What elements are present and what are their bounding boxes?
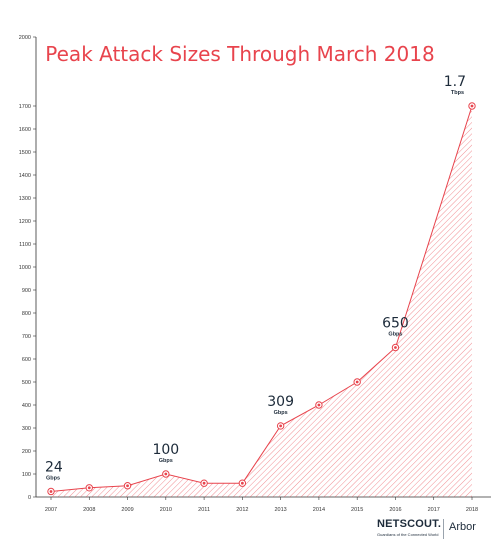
y-tick-label: 1100 — [19, 242, 31, 248]
y-tick-label: 500 — [22, 380, 31, 386]
chart-title: Peak Attack Sizes Through March 2018 — [45, 42, 434, 66]
data-point-center — [164, 472, 168, 476]
y-tick-label: 800 — [22, 311, 31, 317]
y-tick-label: 300 — [22, 426, 31, 432]
y-tick-label: 1500 — [19, 150, 31, 156]
callout-unit: Gbps — [159, 458, 173, 464]
x-tick-label: 2018 — [466, 507, 478, 513]
y-tick-label: 1700 — [19, 104, 31, 110]
y-tick-label: 400 — [22, 403, 31, 409]
y-tick-label: 600 — [22, 357, 31, 363]
data-point-center — [240, 481, 244, 485]
data-point-center — [279, 424, 283, 428]
data-point-center — [317, 403, 321, 407]
y-tick-label: 700 — [22, 334, 31, 340]
y-tick-label: 1000 — [19, 265, 31, 271]
logo-tagline: Guardians of the Connected World — [377, 532, 439, 537]
logo-divider — [443, 519, 444, 539]
x-tick-label: 2010 — [160, 507, 172, 513]
x-tick-label: 2007 — [45, 507, 57, 513]
logo-brand: NETSCOUT. — [377, 518, 442, 530]
y-tick-label: 1300 — [19, 196, 31, 202]
x-tick-label: 2009 — [121, 507, 133, 513]
y-tick-label: 900 — [22, 288, 31, 294]
x-axis: 2007 2008 2009 2010 2011 2012 2013 2014 2015 2016… — [36, 496, 491, 513]
callout-unit: Gbps — [388, 332, 402, 338]
data-point-center — [87, 486, 91, 490]
data-point-center — [126, 484, 129, 488]
callout-unit: Tbps — [451, 90, 464, 96]
callout-value: 24 — [45, 459, 63, 475]
callout-unit: Gbps — [274, 410, 288, 416]
x-tick-label: 2014 — [313, 507, 325, 513]
callout-unit: Gbps — [46, 475, 60, 481]
x-tick-label: 2013 — [275, 507, 287, 513]
x-tick-label: 2008 — [83, 507, 95, 513]
data-point-center — [394, 346, 397, 349]
y-tick-label: 100 — [22, 472, 31, 478]
y-axis: 0 100 200 300 400 500 600 700 800 900 1000 1100 1200… — [19, 35, 37, 501]
y-tick-label: 200 — [22, 449, 31, 455]
y-tick-label: 1600 — [19, 127, 31, 133]
y-tick-label: 0 — [28, 495, 31, 501]
data-point-center — [470, 104, 474, 108]
callout-value: 100 — [152, 442, 179, 458]
x-tick-label: 2012 — [236, 507, 248, 513]
y-tick-label: 2000 — [19, 35, 31, 41]
x-tick-label: 2015 — [351, 507, 363, 513]
logo-product: Arbor — [449, 521, 476, 533]
y-tick-label: 1200 — [19, 219, 31, 225]
netscout-arbor-logo: NETSCOUT. Guardians of the Connected Wor… — [377, 518, 487, 544]
x-tick-label: 2017 — [428, 507, 440, 513]
data-points — [47, 102, 476, 496]
callout-value: 650 — [382, 316, 409, 332]
x-tick-label: 2016 — [389, 507, 401, 513]
data-point-center — [202, 481, 206, 485]
data-point-center — [355, 380, 359, 384]
area-fill — [51, 106, 472, 497]
callout-value: 309 — [267, 394, 294, 410]
x-tick-label: 2011 — [198, 507, 210, 513]
callout-value: 1.7 — [444, 74, 466, 90]
data-point-center — [49, 490, 53, 493]
y-tick-label: 1400 — [19, 173, 31, 179]
